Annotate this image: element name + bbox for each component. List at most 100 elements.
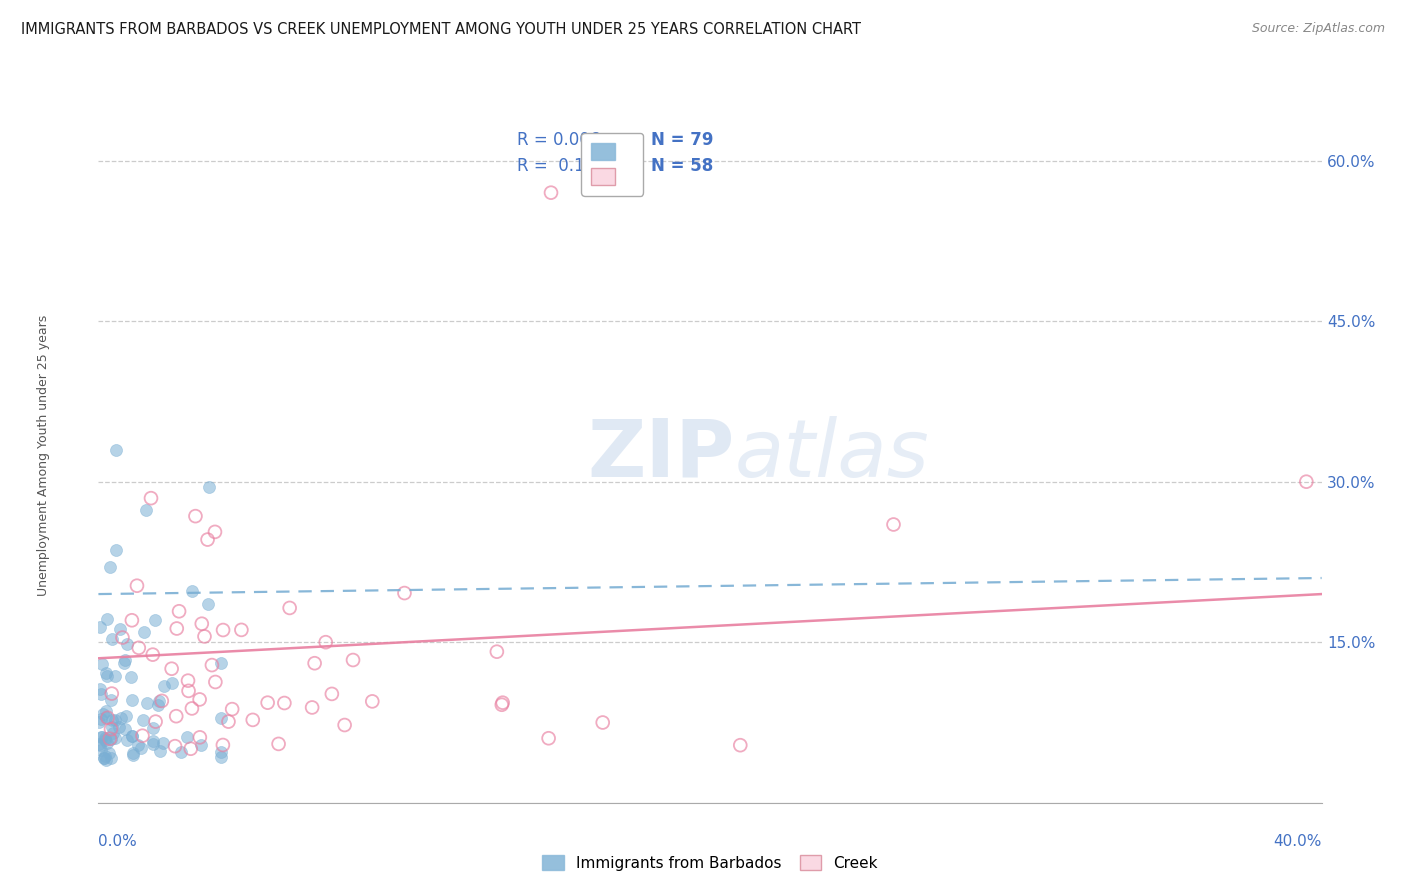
Point — [105, 543, 128, 558]
Point — [100, 632, 122, 647]
Point — [89, 620, 111, 634]
Point — [128, 640, 150, 655]
Point — [146, 698, 169, 712]
Point — [181, 584, 204, 599]
Point — [198, 480, 221, 494]
Point — [135, 696, 157, 710]
Point — [209, 656, 232, 670]
Point — [114, 722, 136, 736]
Point — [104, 713, 127, 727]
Point — [188, 731, 211, 745]
Point — [204, 675, 226, 690]
Point — [121, 613, 143, 627]
Point — [537, 731, 560, 746]
Point — [90, 742, 112, 756]
Point — [96, 710, 118, 724]
Point — [143, 613, 166, 627]
Text: R = 0.006: R = 0.006 — [517, 131, 600, 149]
Point — [93, 749, 115, 764]
Point — [256, 696, 278, 710]
Point — [150, 694, 173, 708]
Point — [181, 701, 204, 715]
Point — [148, 694, 170, 708]
Point — [201, 658, 224, 673]
Point — [121, 748, 143, 763]
Point — [89, 715, 111, 730]
Point — [188, 692, 211, 706]
Point — [91, 657, 114, 672]
Point — [142, 721, 165, 735]
Point — [121, 729, 143, 743]
Point — [197, 533, 219, 547]
Point — [163, 739, 186, 754]
Point — [94, 732, 117, 747]
Point — [301, 700, 323, 714]
Point — [267, 737, 290, 751]
Point — [93, 751, 115, 765]
Point — [90, 687, 112, 701]
Point — [180, 741, 202, 756]
Point — [278, 601, 301, 615]
Text: N = 79: N = 79 — [651, 131, 714, 149]
Point — [176, 731, 198, 745]
Point — [152, 736, 174, 750]
Point — [170, 746, 193, 760]
Point — [191, 616, 214, 631]
Point — [122, 746, 145, 760]
Point — [315, 635, 337, 649]
Point — [153, 680, 176, 694]
Text: atlas: atlas — [734, 416, 929, 494]
Point — [117, 637, 139, 651]
Point — [91, 707, 114, 722]
Point — [100, 693, 122, 707]
Point — [94, 705, 117, 719]
Point — [100, 687, 122, 701]
Point — [93, 751, 115, 765]
Point — [125, 579, 148, 593]
Point — [108, 622, 131, 636]
Point — [197, 597, 219, 611]
Point — [491, 698, 513, 712]
Point — [90, 712, 112, 726]
Point — [209, 746, 232, 760]
Point — [190, 738, 212, 752]
Text: 0.0%: 0.0% — [98, 834, 138, 849]
Point — [121, 693, 143, 707]
Text: ZIP: ZIP — [588, 416, 734, 494]
Point — [139, 491, 162, 505]
Point — [114, 709, 136, 723]
Point — [160, 662, 183, 676]
Point — [361, 694, 384, 708]
Point — [98, 731, 121, 746]
Point — [342, 653, 364, 667]
Point — [167, 604, 190, 618]
Point — [89, 738, 111, 752]
Point — [221, 702, 243, 716]
Point — [104, 442, 127, 457]
Point — [204, 524, 226, 539]
Point — [160, 676, 183, 690]
Point — [209, 750, 232, 764]
Point — [177, 673, 200, 688]
Point — [98, 559, 121, 574]
Point — [145, 714, 167, 729]
Point — [100, 713, 122, 727]
Point — [592, 715, 614, 730]
Point — [90, 730, 112, 744]
Point — [304, 657, 326, 671]
Text: 40.0%: 40.0% — [1274, 834, 1322, 849]
Point — [115, 733, 138, 747]
Text: Unemployment Among Youth under 25 years: Unemployment Among Youth under 25 years — [37, 314, 49, 596]
Point — [131, 729, 153, 743]
Point — [540, 186, 562, 200]
Point — [101, 726, 124, 740]
Point — [166, 622, 188, 636]
Point — [212, 738, 235, 752]
Text: N = 58: N = 58 — [651, 157, 714, 175]
Point — [129, 740, 152, 755]
Point — [177, 684, 200, 698]
Text: Source: ZipAtlas.com: Source: ZipAtlas.com — [1251, 22, 1385, 36]
Point — [142, 737, 165, 751]
Point — [730, 738, 752, 752]
Point — [112, 656, 135, 670]
